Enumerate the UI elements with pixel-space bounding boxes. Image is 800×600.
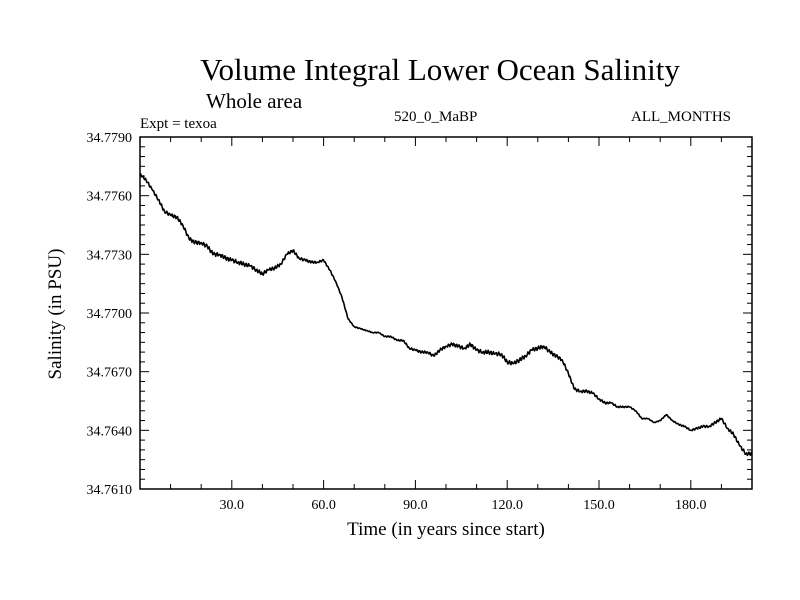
series-line [139,173,753,457]
x-tick-label: 30.0 [220,498,245,513]
x-tick-label: 120.0 [491,498,523,513]
y-tick-label: 34.7640 [87,424,133,439]
y-tick-label: 34.7610 [87,483,133,498]
y-axis-ticks: 34.7610 34.7640 34.7670 34.7700 34.7730 34.77… [87,131,752,498]
chart-title: Volume Integral Lower Ocean Salinity [200,52,680,87]
y-tick-label: 34.7790 [87,131,133,146]
x-axis-ticks: 30.0 60.0 90.0 120.0 150.0 180.0 [170,137,722,513]
y-tick-label: 34.7760 [87,190,133,205]
plot-frame [139,136,753,490]
series-group [139,173,753,457]
x-tick-label: 60.0 [311,498,336,513]
x-tick-label: 180.0 [675,498,707,513]
y-tick-label: 34.7730 [87,248,133,263]
chart-subtitle: Whole area [206,89,303,113]
experiment-label: Expt = texoa [140,116,217,132]
x-tick-label: 90.0 [403,498,428,513]
months-label: ALL_MONTHS [631,109,731,125]
x-axis-label: Time (in years since start) [347,519,545,540]
y-tick-label: 34.7670 [87,366,133,381]
run-label: 520_0_MaBP [394,109,478,125]
x-tick-label: 150.0 [583,498,615,513]
y-tick-label: 34.7700 [87,307,133,322]
